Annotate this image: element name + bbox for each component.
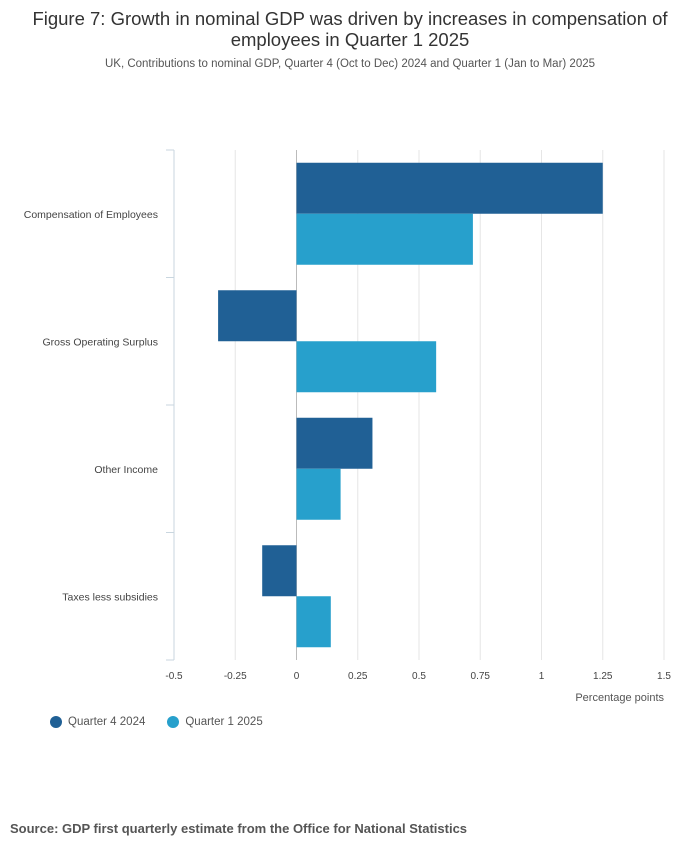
bar-q4[interactable] <box>296 417 373 469</box>
legend-label-q1: Quarter 1 2025 <box>185 716 263 728</box>
bar-q1[interactable] <box>296 341 437 393</box>
chart-title: Figure 7: Growth in nominal GDP was driv… <box>32 8 668 50</box>
x-tick-label: 1.5 <box>657 671 671 682</box>
legend-item-q1[interactable]: Quarter 1 2025 <box>167 716 263 728</box>
x-tick-label: 0 <box>294 671 300 682</box>
x-axis-title: Percentage points <box>575 692 664 704</box>
x-tick-label: 1.25 <box>593 671 613 682</box>
legend-label-q4: Quarter 4 2024 <box>68 716 146 728</box>
chart-subtitle: UK, Contributions to nominal GDP, Quarte… <box>104 58 596 70</box>
source-note: Source: GDP first quarterly estimate fro… <box>10 821 468 836</box>
bar-q4[interactable] <box>296 162 603 214</box>
bar-q1[interactable] <box>296 213 473 265</box>
y-axis: Compensation of Employees Gross Operating… <box>24 149 175 661</box>
x-tick-label: 0.5 <box>412 671 426 682</box>
category-label: Compensation of Employees <box>24 209 158 221</box>
bar-q1[interactable] <box>296 468 341 520</box>
category-label: Other Income <box>94 464 158 476</box>
x-tick-label: -0.25 <box>224 671 247 682</box>
x-tick-label: 1 <box>539 671 545 682</box>
x-tick-label: 0.75 <box>471 671 491 682</box>
legend: Quarter 4 2024 Quarter 1 2025 <box>50 716 263 728</box>
bar-q4[interactable] <box>218 290 297 342</box>
x-tick-label: 0.25 <box>348 671 368 682</box>
x-axis-ticks: -0.5 -0.25 0 0.25 0.5 0.75 1 1.25 1.5 <box>165 671 671 682</box>
legend-swatch-q4 <box>50 716 62 728</box>
legend-swatch-q1 <box>167 716 180 728</box>
category-label: Taxes less subsidies <box>62 591 158 603</box>
bars <box>218 162 603 648</box>
bar-q1[interactable] <box>296 596 331 648</box>
x-tick-label: -0.5 <box>165 671 183 682</box>
legend-item-q4[interactable]: Quarter 4 2024 <box>50 716 145 728</box>
bar-q4[interactable] <box>262 545 297 597</box>
category-label: Gross Operating Surplus <box>42 336 158 348</box>
